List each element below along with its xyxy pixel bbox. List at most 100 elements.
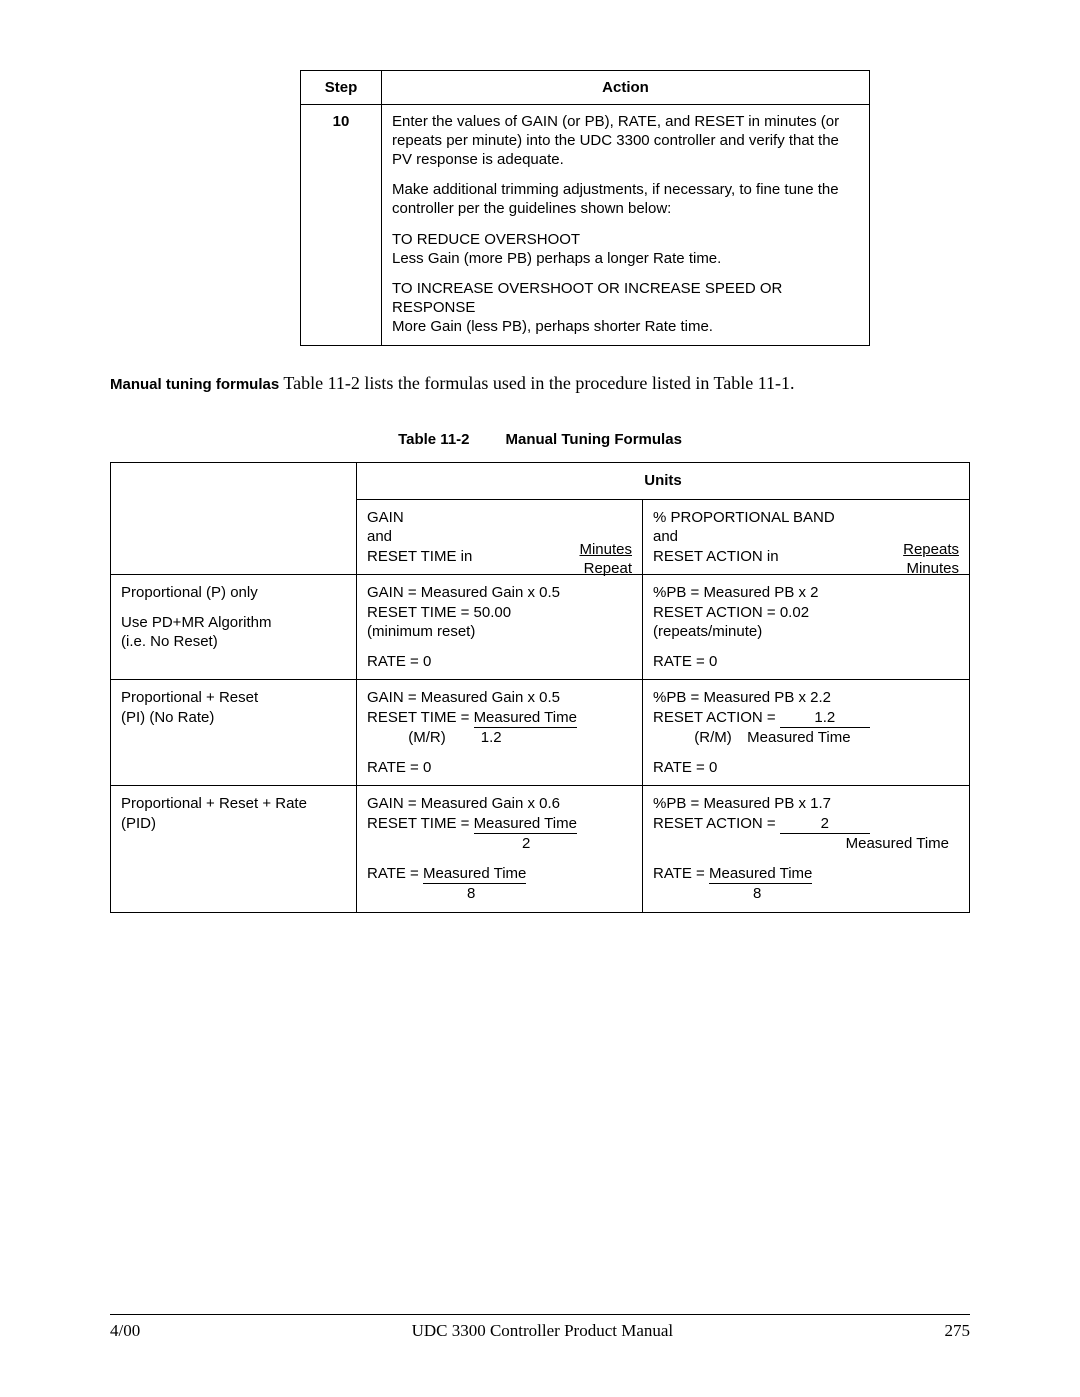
units-row: Units xyxy=(111,463,970,500)
gain-cell: GAIN = Measured Gain x 0.6 RESET TIME = … xyxy=(357,786,643,913)
reset-frac-line: RESET TIME = Measured Time xyxy=(367,708,632,729)
blank-header-cell xyxy=(111,463,357,575)
rate2-frac-line: RATE = Measured Time xyxy=(653,864,959,885)
ra-den: Measured Time xyxy=(846,835,949,852)
table2-caption: Table 11-2Manual Tuning Formulas xyxy=(110,431,970,448)
ra-frac-line: RESET ACTION = 2 xyxy=(653,814,959,835)
rate2-den: 8 xyxy=(753,885,761,902)
overshoot-increase-title: TO INCREASE OVERSHOOT OR INCREASE SPEED … xyxy=(392,280,782,316)
row-label-l2: Use PD+MR Algorithm xyxy=(121,613,346,633)
ra-lhs: RESET ACTION = xyxy=(653,815,780,832)
pb-cell: %PB = Measured PB x 2 RESET ACTION = 0.0… xyxy=(643,575,970,680)
reset-den: 1.2 xyxy=(461,728,521,748)
pb-line: %PB = Measured PB x 2 xyxy=(653,583,959,603)
overshoot-increase-text: More Gain (less PB), perhaps shorter Rat… xyxy=(392,318,713,335)
action-p3: TO REDUCE OVERSHOOT Less Gain (more PB) … xyxy=(392,231,859,269)
gain-line: GAIN = Measured Gain x 0.5 xyxy=(367,583,632,603)
reset-lhs: RESET TIME = xyxy=(367,709,474,726)
ra-den: Measured Time xyxy=(747,729,850,746)
pb-line: %PB = Measured PB x 1.7 xyxy=(653,794,959,814)
row-label-l2: (PID) xyxy=(121,814,346,834)
pb-header-cell: % PROPORTIONAL BAND and RESET ACTION in … xyxy=(643,499,970,575)
gain-cell: GAIN = Measured Gain x 0.5 RESET TIME = … xyxy=(357,575,643,680)
gain-hdr-l1: GAIN xyxy=(367,509,404,526)
rate2-line: RATE = 0 xyxy=(653,758,959,778)
overshoot-reduce-title: TO REDUCE OVERSHOOT xyxy=(392,231,580,248)
rate-line: RATE = 0 xyxy=(367,652,632,672)
ra-lhs: RESET ACTION = xyxy=(653,709,780,726)
rate-den-line: 8 xyxy=(367,884,632,904)
step-header: Step xyxy=(301,71,382,105)
formula-row-p: Proportional (P) only Use PD+MR Algorith… xyxy=(111,575,970,680)
reset-line2: (minimum reset) xyxy=(367,622,632,642)
rate-num: Measured Time xyxy=(423,864,526,885)
action-p1: Enter the values of GAIN (or PB), RATE, … xyxy=(392,113,859,169)
caption-label: Table 11-2 xyxy=(398,431,469,448)
pb-line: %PB = Measured PB x 2.2 xyxy=(653,688,959,708)
intro-bold: Manual tuning formulas xyxy=(110,376,279,393)
ra-line1: RESET ACTION = 0.02 xyxy=(653,603,959,623)
reset-den-line: (M/R) 1.2 xyxy=(367,728,632,748)
gain-unit-top: Minutes xyxy=(579,541,632,558)
row-label-l3: (i.e. No Reset) xyxy=(121,632,346,652)
pb-unit-top: Repeats xyxy=(903,541,959,558)
pb-hdr-l1: % PROPORTIONAL BAND xyxy=(653,509,835,526)
intro-line: Manual tuning formulas Table 11-2 lists … xyxy=(110,372,970,396)
pb-cell: %PB = Measured PB x 2.2 RESET ACTION = 1… xyxy=(643,680,970,786)
row-label: Proportional (P) only Use PD+MR Algorith… xyxy=(111,575,357,680)
table-header-row: Step Action xyxy=(301,71,870,105)
gain-unit-bot: Repeat xyxy=(584,560,632,577)
rate-den: 8 xyxy=(467,885,475,902)
gain-hdr-l3: RESET TIME in xyxy=(367,548,472,565)
ra-line2: (repeats/minute) xyxy=(653,622,959,642)
pb-hdr-unit: Repeats Minutes xyxy=(903,540,959,579)
mr-label: (M/R) xyxy=(397,728,457,748)
pb-cell: %PB = Measured PB x 1.7 RESET ACTION = 2… xyxy=(643,786,970,913)
rate2-num: Measured Time xyxy=(709,864,812,885)
row-label-l1: Proportional + Reset xyxy=(121,688,346,708)
reset-num: Measured Time xyxy=(474,814,577,835)
row-label-l1: Proportional + Reset + Rate xyxy=(121,794,346,814)
formula-row-pid: Proportional + Reset + Rate (PID) GAIN =… xyxy=(111,786,970,913)
rate-lhs: RATE = xyxy=(367,865,423,882)
pb-hdr-l3: RESET ACTION in xyxy=(653,548,779,565)
gain-hdr-unit: Minutes Repeat xyxy=(579,540,632,579)
footer-left: 4/00 xyxy=(110,1321,140,1341)
reset-num: Measured Time xyxy=(474,708,577,729)
gain-header-cell: GAIN and RESET TIME in Minutes Repeat xyxy=(357,499,643,575)
units-header: Units xyxy=(357,463,970,500)
ra-frac-line: RESET ACTION = 1.2 xyxy=(653,708,959,729)
action-cell: Enter the values of GAIN (or PB), RATE, … xyxy=(382,105,870,346)
pb-hdr-l2: and xyxy=(653,528,678,545)
footer-center: UDC 3300 Controller Product Manual xyxy=(412,1321,674,1341)
rate2-line: RATE = 0 xyxy=(653,652,959,672)
row-label-l2: (PI) (No Rate) xyxy=(121,708,346,728)
formula-row-pi: Proportional + Reset (PI) (No Rate) GAIN… xyxy=(111,680,970,786)
gain-line: GAIN = Measured Gain x 0.5 xyxy=(367,688,632,708)
rate-frac-line: RATE = Measured Time xyxy=(367,864,632,885)
rate2-den-line: 8 xyxy=(653,884,959,904)
rate2-lhs: RATE = xyxy=(653,865,709,882)
rm-label: (R/M) xyxy=(683,728,743,748)
table-row: 10 Enter the values of GAIN (or PB), RAT… xyxy=(301,105,870,346)
reset-line1: RESET TIME = 50.00 xyxy=(367,603,632,623)
step-number: 10 xyxy=(301,105,382,346)
footer-right: 275 xyxy=(944,1321,970,1341)
page: Step Action 10 Enter the values of GAIN … xyxy=(0,0,1080,1397)
ra-num: 2 xyxy=(821,815,829,832)
action-header: Action xyxy=(382,71,870,105)
rate-line: RATE = 0 xyxy=(367,758,632,778)
action-p4: TO INCREASE OVERSHOOT OR INCREASE SPEED … xyxy=(392,280,859,336)
ra-num: 1.2 xyxy=(814,709,835,726)
page-footer: 4/00 UDC 3300 Controller Product Manual … xyxy=(110,1314,970,1341)
row-label-l1: Proportional (P) only xyxy=(121,583,346,603)
formula-table: Units GAIN and RESET TIME in Minutes Rep… xyxy=(110,462,970,913)
row-label: Proportional + Reset (PI) (No Rate) xyxy=(111,680,357,786)
row-label: Proportional + Reset + Rate (PID) xyxy=(111,786,357,913)
reset-lhs: RESET TIME = xyxy=(367,815,474,832)
ra-den-line: Measured Time xyxy=(653,834,959,854)
gain-line: GAIN = Measured Gain x 0.6 xyxy=(367,794,632,814)
intro-text: Table 11-2 lists the formulas used in th… xyxy=(279,373,794,393)
step-action-table: Step Action 10 Enter the values of GAIN … xyxy=(300,70,870,346)
action-p2: Make additional trimming adjustments, if… xyxy=(392,181,859,219)
